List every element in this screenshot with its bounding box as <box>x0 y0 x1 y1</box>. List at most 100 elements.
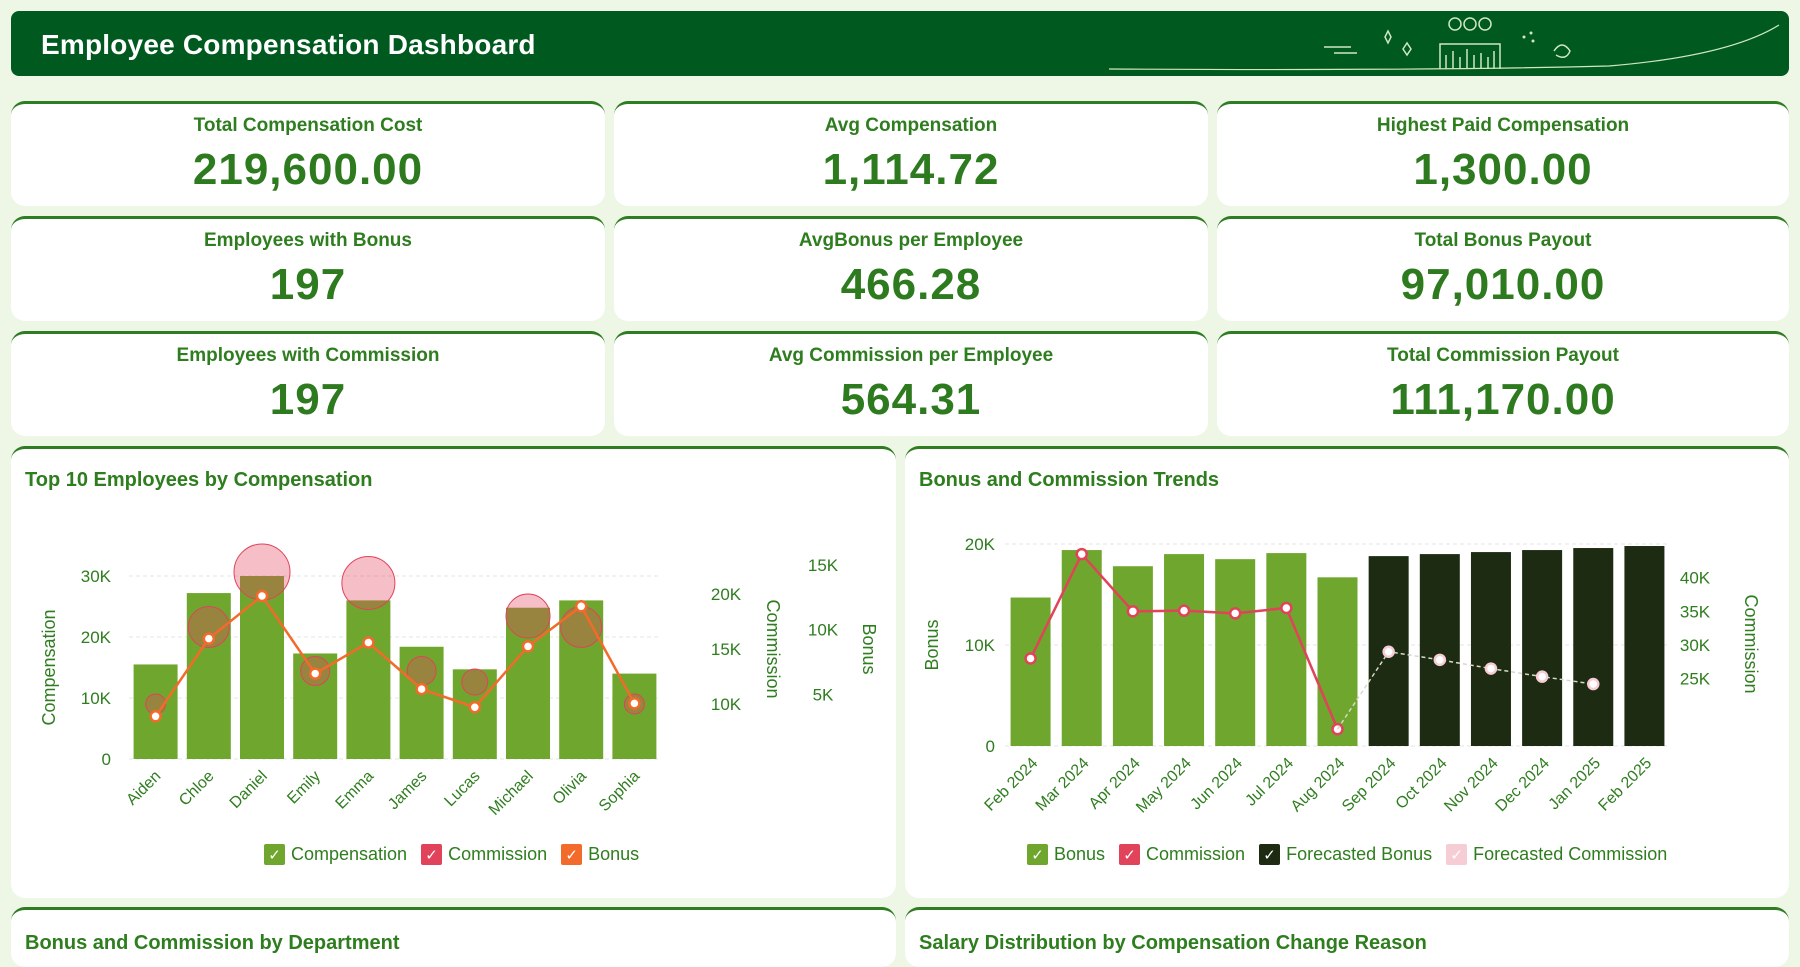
kpi-label: Total Commission Payout <box>1387 345 1619 366</box>
bar-compensation <box>346 600 391 759</box>
bar-forecasted-bonus <box>1522 550 1563 746</box>
kpi-highest-paid-compensation: Highest Paid Compensation 1,300.00 <box>1217 101 1789 206</box>
bubble-commission <box>461 668 489 696</box>
kpi-total-bonus-payout: Total Bonus Payout 97,010.00 <box>1217 216 1789 321</box>
check-icon: ✓ <box>421 844 443 865</box>
kpi-value: 564.31 <box>840 375 982 424</box>
x-tick-label: Dec 2024 <box>1492 755 1553 816</box>
point-commission <box>1177 604 1191 617</box>
header-decoration-icon <box>1108 17 1780 71</box>
bar-compensation <box>559 600 604 759</box>
x-tick-label: Jan 2025 <box>1546 755 1605 814</box>
bar-bonus <box>1317 577 1358 746</box>
bubble-commission <box>505 593 551 639</box>
point-commission <box>1024 652 1037 665</box>
point-forecasted-commission <box>1587 677 1600 691</box>
y-axis-title: Compensation <box>39 609 59 725</box>
legend-item-bonus[interactable]: ✓ Bonus <box>1027 844 1105 865</box>
point-bonus <box>574 600 588 613</box>
y-tick-label: 10K <box>965 636 996 655</box>
point-bonus <box>149 710 162 723</box>
commission-tick-label: 20K <box>711 585 742 604</box>
kpi-value: 197 <box>269 260 347 309</box>
kpi-value: 97,010.00 <box>1400 260 1606 309</box>
bar-bonus <box>1010 597 1051 746</box>
trends-legend: ✓ Bonus ✓ Commission ✓ Forecasted Bonus … <box>1027 844 1667 865</box>
point-forecasted-commission <box>1382 645 1395 658</box>
x-tick-label: Emily <box>284 768 324 808</box>
page-title: Employee Compensation Dashboard <box>41 29 536 60</box>
point-bonus <box>362 636 375 649</box>
commission-tick-label: 35K <box>1680 602 1711 621</box>
kpi-value: 1,114.72 <box>822 145 1000 194</box>
y-tick-label: 0 <box>986 737 995 756</box>
legend-label: Commission <box>1146 844 1246 864</box>
x-tick-label: James <box>385 768 430 813</box>
bar-compensation <box>186 593 231 759</box>
dashboard-header: Employee Compensation Dashboard <box>11 11 1789 76</box>
point-commission <box>1228 607 1242 620</box>
x-tick-label: Mar 2024 <box>1033 755 1093 815</box>
y-axis-title: Bonus <box>922 619 942 670</box>
panel-bonus-commission-by-department: Bonus and Commission by Department <box>11 907 896 967</box>
bonus-axis-title: Bonus <box>859 623 879 674</box>
legend-item-commission[interactable]: ✓ Commission <box>421 844 547 865</box>
legend-item-forecasted-commission[interactable]: ✓ Forecasted Commission <box>1446 844 1667 865</box>
kpi-label: Highest Paid Compensation <box>1376 115 1630 136</box>
commission-tick-label: 10K <box>711 695 742 714</box>
bar-bonus <box>1061 550 1102 746</box>
kpi-label: Total Bonus Payout <box>1414 230 1592 251</box>
commission-tick-label: 40K <box>1680 569 1711 588</box>
point-commission <box>1126 605 1140 618</box>
legend-label: Commission <box>448 844 548 864</box>
x-tick-label: Nov 2024 <box>1441 755 1502 816</box>
kpi-total-compensation-cost: Total Compensation Cost 219,600.00 <box>11 101 605 206</box>
kpi-label: Avg Compensation <box>824 115 998 136</box>
point-bonus <box>521 640 535 653</box>
top10-chart: 0 10K 20K 30K Compensation 10K 15K 20K Commissio… <box>39 543 879 819</box>
legend-item-compensation[interactable]: ✓ Compensation <box>264 844 407 865</box>
y-tick-label: 30K <box>81 567 112 586</box>
legend-item-bonus[interactable]: ✓ Bonus <box>561 844 639 865</box>
check-icon: ✓ <box>264 844 285 865</box>
bar-bonus <box>1215 559 1256 746</box>
check-icon: ✓ <box>561 844 583 865</box>
bar-forecasted-bonus <box>1573 548 1614 746</box>
point-forecasted-commission <box>1535 670 1549 683</box>
panel-title: Bonus and Commission by Department <box>25 932 400 954</box>
panel-title: Bonus and Commission Trends <box>919 469 1220 491</box>
y-tick-label: 0 <box>102 750 111 769</box>
commission-tick-label: 15K <box>711 640 742 659</box>
check-icon: ✓ <box>1119 844 1141 865</box>
bar-compensation <box>452 669 497 759</box>
panel-bonus-commission-trends: Bonus and Commission Trends 0 10K 20K Bonus… <box>905 446 1789 898</box>
panel-salary-distribution: Salary Distribution by Compensation Chan… <box>905 907 1789 967</box>
bar-forecasted-bonus <box>1470 552 1511 746</box>
check-icon: ✓ <box>1446 844 1468 865</box>
legend-label: Bonus <box>1054 844 1106 864</box>
legend-label: Forecasted Commission <box>1473 844 1668 864</box>
legend-label: Bonus <box>588 844 640 864</box>
x-tick-label: Sophia <box>596 768 643 815</box>
x-tick-label: Michael <box>486 768 537 819</box>
y-tick-label: 20K <box>81 628 112 647</box>
point-bonus <box>415 682 428 696</box>
x-tick-label: Olivia <box>550 768 590 808</box>
bar-bonus <box>1164 554 1205 746</box>
bonus-tick-label: 5K <box>813 685 834 704</box>
top10-legend: ✓ Compensation ✓ Commission ✓ Bonus <box>264 844 639 865</box>
bonus-tick-label: 10K <box>808 621 839 640</box>
legend-item-commission[interactable]: ✓ Commission <box>1119 844 1245 865</box>
x-tick-label: May 2024 <box>1133 755 1195 817</box>
x-tick-label: Chloe <box>176 768 218 810</box>
point-forecasted-commission <box>1484 662 1498 675</box>
legend-item-forecasted-bonus[interactable]: ✓ Forecasted Bonus <box>1259 844 1432 865</box>
point-commission <box>1331 722 1344 736</box>
point-bonus <box>468 700 482 714</box>
kpi-value: 466.28 <box>840 260 982 309</box>
trends-chart: 0 10K 20K Bonus 25K 30K 35K 40K Commission Feb 20… <box>922 535 1761 817</box>
point-bonus <box>255 589 269 603</box>
point-bonus <box>628 697 641 710</box>
panel-top10-employees: Top 10 Employees by Compensation 0 10K 20K… <box>11 446 896 898</box>
bar-compensation <box>399 646 444 759</box>
